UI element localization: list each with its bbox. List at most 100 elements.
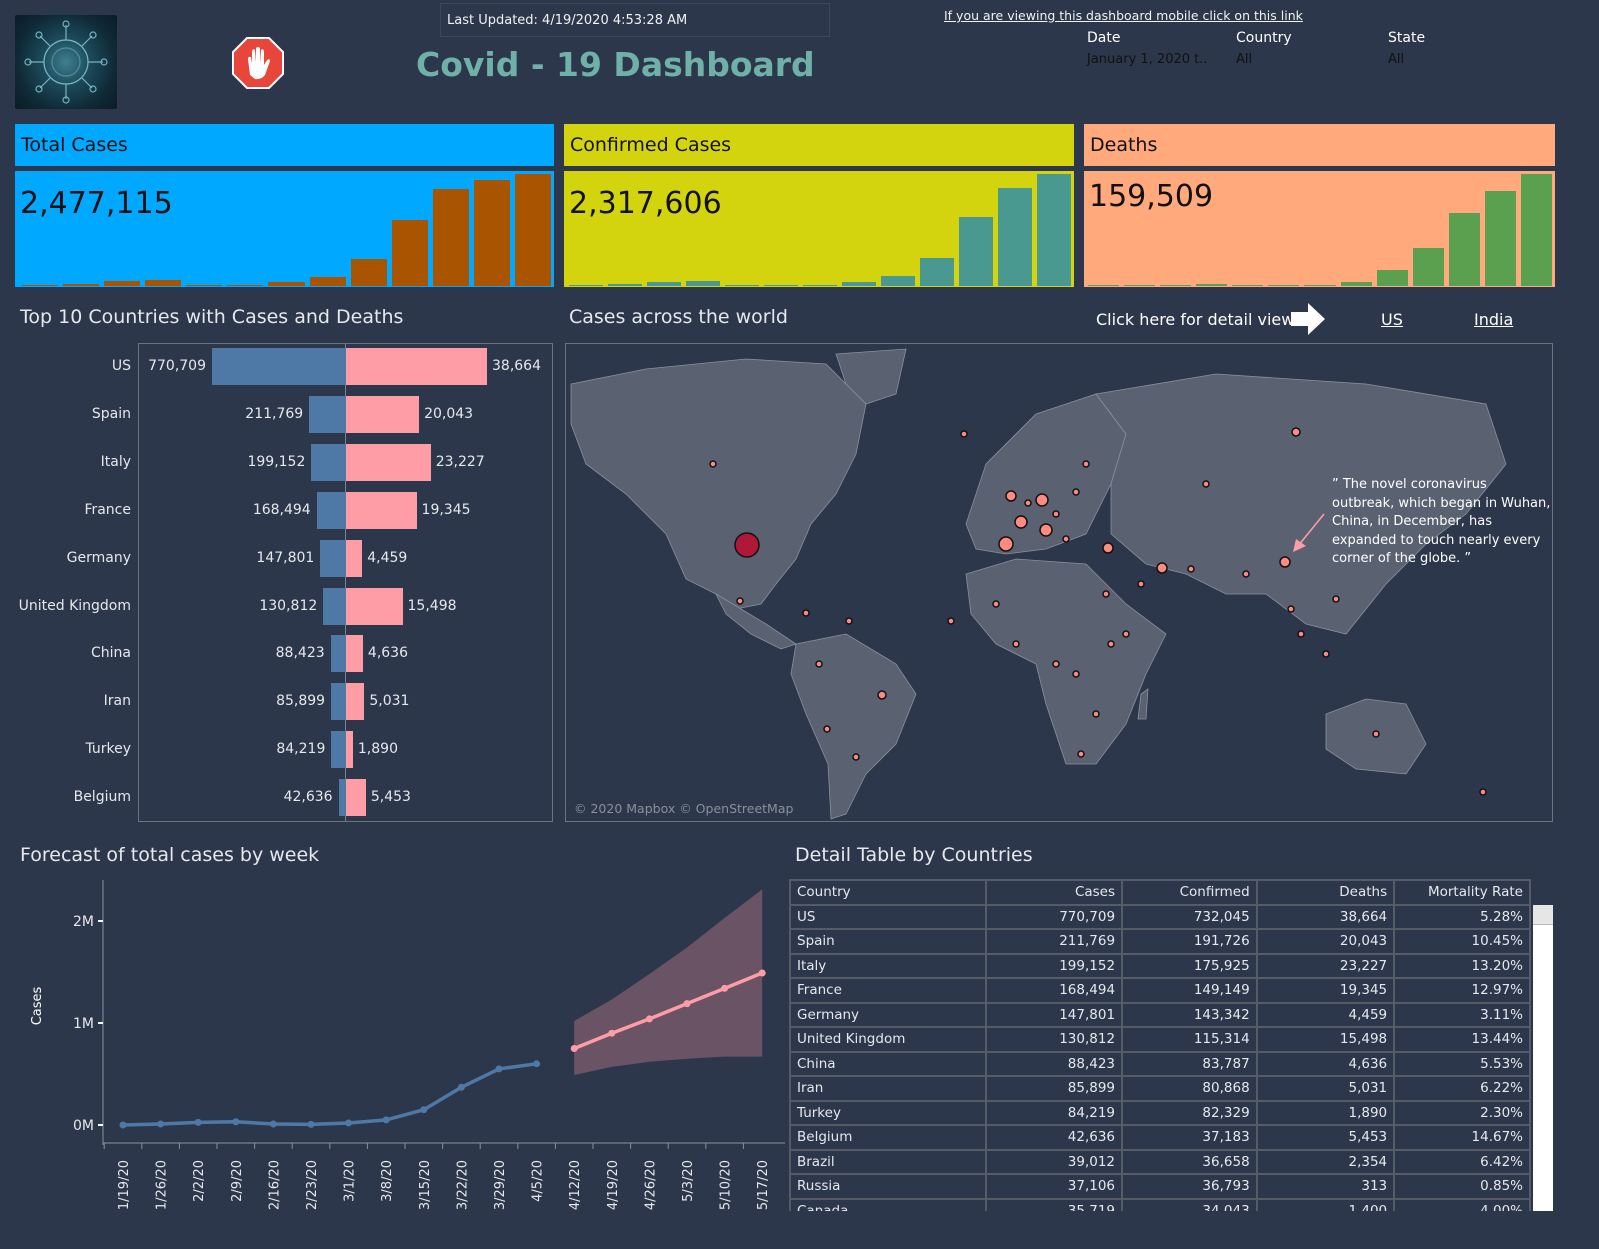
deaths-card: 159,509 xyxy=(1084,171,1555,287)
table-cell: 37,183 xyxy=(1121,1124,1258,1151)
sparkline-bar xyxy=(1088,285,1120,286)
us-detail-link[interactable]: US xyxy=(1381,310,1403,329)
table-cell: 5.28% xyxy=(1393,903,1531,930)
country-filter[interactable]: All xyxy=(1236,52,1253,67)
deaths-value-label: 20,043 xyxy=(424,405,474,422)
table-row[interactable]: China 88,423 83,787 4,636 5.53% xyxy=(789,1050,1531,1077)
table-cell: 23,227 xyxy=(1255,952,1396,979)
x-tick-label: 1/19/20 xyxy=(117,1160,132,1210)
deaths-header: Deaths xyxy=(1084,124,1555,166)
table-cell: Brazil xyxy=(789,1148,987,1175)
forecast-confidence-band xyxy=(574,889,763,1076)
table-cell: 1,890 xyxy=(1255,1099,1396,1126)
sparkline-bar xyxy=(514,174,551,286)
cases-bar xyxy=(316,491,346,529)
table-row[interactable]: United Kingdom 130,812 115,314 15,498 13.44% xyxy=(789,1026,1531,1053)
case-markers xyxy=(709,427,1487,796)
mobile-view-link[interactable]: If you are viewing this dashboard mobile… xyxy=(944,8,1303,23)
actual-point xyxy=(495,1065,503,1073)
country-filter-label: Country xyxy=(1236,30,1292,46)
north-america xyxy=(570,358,867,610)
x-tick-label: 2/16/20 xyxy=(267,1160,282,1210)
table-cell: 12.97% xyxy=(1393,977,1531,1004)
table-cell: 115,314 xyxy=(1121,1026,1258,1053)
page-title: Covid - 19 Dashboard xyxy=(416,45,815,84)
india-detail-link[interactable]: India xyxy=(1474,310,1514,329)
table-cell: 191,726 xyxy=(1121,928,1258,955)
stop-hand-icon xyxy=(232,37,284,89)
table-cell: 2,354 xyxy=(1255,1148,1396,1175)
table-row[interactable]: Turkey 84,219 82,329 1,890 2.30% xyxy=(789,1099,1531,1126)
table-row[interactable]: Spain 211,769 191,726 20,043 10.45% xyxy=(789,928,1531,955)
table-cell: 175,925 xyxy=(1121,952,1258,979)
date-filter[interactable]: January 1, 2020 t.. xyxy=(1087,52,1208,67)
total-cases-header: Total Cases xyxy=(15,124,554,166)
table-cell: 168,494 xyxy=(984,977,1124,1004)
cases-value-label: 211,769 xyxy=(245,405,304,422)
table-row[interactable]: Iran 85,899 80,868 5,031 6.22% xyxy=(789,1075,1531,1102)
table-cell: 1,400 xyxy=(1255,1197,1396,1211)
deaths-bar xyxy=(346,779,366,817)
table-cell: 147,801 xyxy=(984,1001,1124,1028)
column-header[interactable]: Deaths xyxy=(1255,879,1396,906)
country-label: France xyxy=(84,501,131,518)
table-cell: 84,219 xyxy=(984,1099,1124,1126)
table-row[interactable]: France 168,494 149,149 19,345 12.97% xyxy=(789,977,1531,1004)
cases-value-label: 85,899 xyxy=(276,693,326,710)
sparkline-bar xyxy=(309,277,346,286)
confirmed-cases-sparkline xyxy=(567,173,1074,287)
cases-value-label: 84,219 xyxy=(276,741,326,758)
table-cell: 143,342 xyxy=(1121,1001,1258,1028)
table-row[interactable]: US 770,709 732,045 38,664 5.28% xyxy=(789,903,1531,930)
greenland xyxy=(835,348,907,405)
table-row[interactable]: Russia 37,106 36,793 313 0.85% xyxy=(789,1173,1531,1200)
table-cell: Italy xyxy=(789,952,987,979)
table-cell: 5.53% xyxy=(1393,1050,1531,1077)
country-label: United Kingdom xyxy=(18,597,131,614)
south-america xyxy=(790,633,917,820)
cases-value-label: 88,423 xyxy=(275,645,325,662)
sparkline-bar xyxy=(268,282,305,286)
deaths-bar xyxy=(346,731,353,769)
table-cell: 34,043 xyxy=(1121,1197,1258,1211)
sparkline-bar xyxy=(63,283,100,286)
column-header[interactable]: Cases xyxy=(984,879,1124,906)
x-tick-label: 4/19/20 xyxy=(606,1160,621,1210)
state-filter[interactable]: All xyxy=(1388,52,1405,67)
sparkline-bar xyxy=(764,285,798,286)
deaths-bar xyxy=(346,395,420,433)
table-row[interactable]: Italy 199,152 175,925 23,227 13.20% xyxy=(789,952,1531,979)
annotation-arrow-icon xyxy=(1290,512,1326,558)
table-row[interactable]: Brazil 39,012 36,658 2,354 6.42% xyxy=(789,1148,1531,1175)
table-cell: Russia xyxy=(789,1173,987,1200)
column-header[interactable]: Confirmed xyxy=(1121,879,1258,906)
y-tick-label: 1M xyxy=(73,1016,94,1032)
table-cell: China xyxy=(789,1050,987,1077)
table-row[interactable]: Germany 147,801 143,342 4,459 3.11% xyxy=(789,1001,1531,1028)
cases-value-label: 130,812 xyxy=(259,597,318,614)
column-header[interactable]: Mortality Rate xyxy=(1393,879,1531,906)
confirmed-cases-header: Confirmed Cases xyxy=(564,124,1074,166)
top10-center-axis xyxy=(345,344,346,821)
world-map[interactable]: © 2020 Mapbox © OpenStreetMap xyxy=(565,343,1553,822)
sparkline-bar xyxy=(1196,284,1228,286)
column-header[interactable]: Country xyxy=(789,879,987,906)
cases-bar xyxy=(331,731,346,769)
table-scrollbar-thumb[interactable] xyxy=(1533,905,1553,925)
x-tick-label: 2/23/20 xyxy=(305,1160,320,1210)
table-cell: 5,031 xyxy=(1255,1075,1396,1102)
forecast-point xyxy=(570,1045,578,1052)
table-cell: 13.20% xyxy=(1393,952,1531,979)
table-row[interactable]: Canada 35,719 34,043 1,400 4.00% xyxy=(789,1197,1531,1211)
table-cell: 85,899 xyxy=(984,1075,1124,1102)
table-cell: 80,868 xyxy=(1121,1075,1258,1102)
deaths-value-label: 38,664 xyxy=(492,358,541,374)
confirmed-cases-card: 2,317,606 xyxy=(564,171,1074,287)
actual-point xyxy=(232,1118,240,1126)
x-tick-label: 2/9/20 xyxy=(230,1160,245,1202)
table-scrollbar[interactable] xyxy=(1533,905,1553,1211)
actual-point xyxy=(157,1120,165,1128)
sparkline-bar xyxy=(1160,285,1192,286)
country-label: Italy xyxy=(100,453,131,470)
table-row[interactable]: Belgium 42,636 37,183 5,453 14.67% xyxy=(789,1124,1531,1151)
